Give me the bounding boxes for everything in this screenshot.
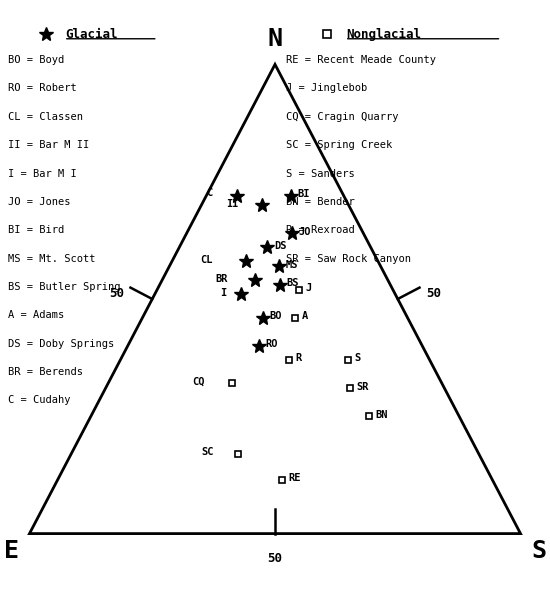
Text: RO: RO (265, 339, 278, 349)
Text: RE: RE (288, 473, 300, 483)
Text: CL: CL (200, 255, 212, 265)
Text: SC = Spring Creek: SC = Spring Creek (286, 140, 392, 150)
Text: BR: BR (216, 274, 228, 283)
Text: S: S (531, 539, 546, 563)
Text: BR = Berends: BR = Berends (8, 367, 82, 377)
Text: R = Rexroad: R = Rexroad (286, 225, 355, 235)
Text: JO: JO (298, 227, 311, 237)
Text: RO = Robert: RO = Robert (8, 83, 76, 93)
Text: Glacial: Glacial (65, 28, 118, 41)
Text: SR = Saw Rock Canyon: SR = Saw Rock Canyon (286, 254, 411, 264)
Text: CL = Classen: CL = Classen (8, 112, 82, 122)
Text: BI = Bird: BI = Bird (8, 225, 64, 235)
Text: A: A (301, 311, 307, 321)
Text: C = Cudahy: C = Cudahy (8, 395, 70, 405)
Text: DS: DS (274, 241, 287, 251)
Text: RE = Recent Meade County: RE = Recent Meade County (286, 55, 436, 65)
Text: CQ = Cragin Quarry: CQ = Cragin Quarry (286, 112, 398, 122)
Text: 50: 50 (267, 551, 283, 565)
Text: BO: BO (270, 311, 282, 321)
Text: I: I (221, 288, 227, 298)
Text: II: II (226, 199, 239, 209)
Text: I = Bar M I: I = Bar M I (8, 169, 76, 179)
Text: E: E (4, 539, 19, 563)
Text: BS = Butler Spring: BS = Butler Spring (8, 282, 120, 292)
Text: A = Adams: A = Adams (8, 310, 64, 321)
Text: SR: SR (356, 382, 369, 392)
Text: SC: SC (201, 447, 214, 457)
Text: MS = Mt. Scott: MS = Mt. Scott (8, 254, 95, 264)
Text: N: N (267, 27, 283, 51)
Text: BS: BS (286, 278, 299, 288)
Text: II = Bar M II: II = Bar M II (8, 140, 89, 150)
Text: CQ: CQ (192, 377, 205, 387)
Text: BI: BI (298, 189, 310, 199)
Text: J = Jinglebob: J = Jinglebob (286, 83, 367, 93)
Text: J: J (305, 283, 311, 293)
Text: S: S (354, 353, 360, 364)
Text: C: C (206, 188, 213, 198)
Text: BN: BN (376, 410, 388, 420)
Text: BO = Boyd: BO = Boyd (8, 55, 64, 65)
Text: MS: MS (286, 260, 298, 270)
Text: Nonglacial: Nonglacial (346, 28, 421, 41)
Text: DS = Doby Springs: DS = Doby Springs (8, 338, 114, 349)
Text: 50: 50 (426, 287, 441, 300)
Text: 50: 50 (109, 287, 124, 300)
Text: S = Sanders: S = Sanders (286, 169, 355, 179)
Text: R: R (295, 353, 302, 364)
Text: JO = Jones: JO = Jones (8, 197, 70, 207)
Text: BN = Bender: BN = Bender (286, 197, 355, 207)
